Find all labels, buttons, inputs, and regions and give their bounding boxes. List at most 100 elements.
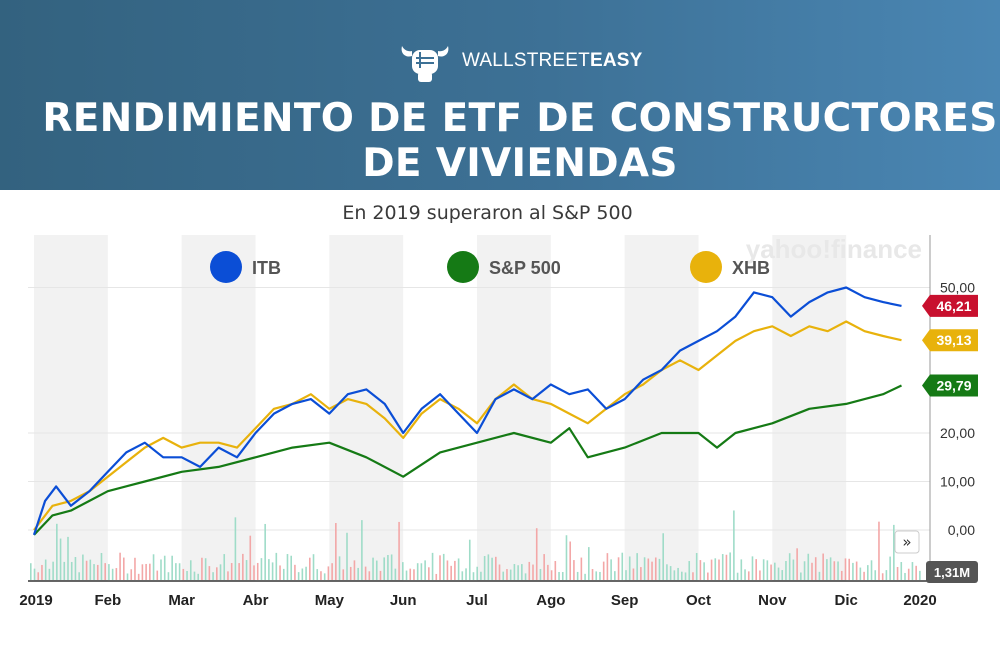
volume-bar bbox=[353, 560, 356, 580]
volume-bar bbox=[305, 566, 307, 580]
volume-bar bbox=[729, 552, 731, 580]
volume-bar bbox=[573, 560, 575, 580]
legend-swatch bbox=[447, 251, 479, 283]
x-tick-label: Jul bbox=[466, 592, 488, 609]
volume-bar bbox=[543, 554, 545, 580]
legend-label: S&P 500 bbox=[489, 258, 561, 278]
volume-bar bbox=[454, 560, 456, 580]
volume-bar bbox=[535, 528, 538, 580]
brand-name-bold: EASY bbox=[590, 50, 643, 71]
volume-bar bbox=[446, 560, 449, 580]
volume-bar bbox=[867, 565, 869, 580]
scroll-forward-button[interactable]: » bbox=[894, 530, 920, 554]
y-tick-label: 20,00 bbox=[940, 425, 975, 441]
volume-bar bbox=[870, 560, 873, 580]
volume-bar bbox=[457, 558, 460, 580]
volume-bar bbox=[688, 561, 691, 580]
volume-bar bbox=[803, 561, 806, 580]
volume-bar bbox=[751, 556, 754, 580]
volume-bar bbox=[658, 558, 661, 580]
volume-bar bbox=[595, 571, 598, 580]
month-band bbox=[34, 235, 108, 581]
volume-bar bbox=[651, 561, 653, 580]
volume-bar bbox=[491, 557, 493, 580]
volume-bar bbox=[70, 561, 73, 580]
brand-name-light: WALLSTREET bbox=[462, 50, 590, 71]
volume-bar bbox=[498, 564, 501, 580]
volume-bar bbox=[714, 558, 717, 580]
volume-bar bbox=[695, 553, 698, 580]
series-lines bbox=[32, 286, 902, 536]
last-value-badge: 29,79 bbox=[922, 374, 978, 397]
volume-bar bbox=[747, 571, 750, 580]
volume-bar bbox=[476, 566, 478, 580]
volume-bar bbox=[777, 567, 780, 580]
last-value-tag bbox=[922, 329, 978, 352]
legend-swatch bbox=[690, 251, 722, 283]
volume-bar bbox=[558, 571, 560, 580]
volume-bar bbox=[175, 563, 177, 580]
last-value-tag bbox=[922, 374, 978, 397]
volume-bar bbox=[96, 564, 99, 580]
month-band bbox=[181, 235, 256, 581]
volume-bar bbox=[725, 554, 728, 580]
volume-bar bbox=[186, 570, 188, 580]
series-line-xhb bbox=[33, 320, 902, 531]
volume-bar bbox=[171, 555, 173, 580]
volume-bar bbox=[465, 568, 467, 580]
volume-bar bbox=[911, 562, 914, 580]
volume-bar bbox=[822, 553, 824, 580]
x-tick-label: 2020 bbox=[903, 592, 936, 609]
volume-bar bbox=[409, 568, 412, 580]
volume-bar bbox=[677, 567, 679, 580]
volume-bar bbox=[100, 552, 103, 580]
volume-bar bbox=[576, 571, 579, 580]
volume-bar bbox=[602, 561, 605, 580]
volume-bar bbox=[588, 547, 590, 580]
volume-bar bbox=[104, 563, 106, 580]
volume-bar bbox=[282, 568, 285, 580]
bull-fist-icon bbox=[401, 46, 449, 82]
volume-bar bbox=[275, 552, 278, 580]
volume-bar bbox=[591, 569, 594, 580]
last-value-badge: 46,21 bbox=[922, 294, 978, 317]
volume-bar bbox=[424, 560, 426, 580]
volume-bar bbox=[368, 571, 371, 580]
volume-bar bbox=[617, 557, 620, 580]
last-value-tag bbox=[922, 294, 978, 317]
volume-bar bbox=[312, 554, 315, 580]
volume-bar bbox=[115, 568, 118, 580]
volume-bar bbox=[792, 559, 795, 580]
volume-bar bbox=[89, 559, 92, 580]
volume-bar bbox=[833, 561, 836, 580]
volume-bar bbox=[524, 573, 527, 580]
volume-bar bbox=[323, 573, 326, 580]
volume-bar bbox=[37, 572, 40, 580]
volume-bar bbox=[852, 562, 854, 580]
yahoo-finance-watermark: yahoo!finance bbox=[746, 234, 922, 264]
volume-bar bbox=[428, 567, 430, 580]
series-line-itb bbox=[32, 286, 902, 536]
volume-bar bbox=[160, 559, 162, 580]
volume-bar bbox=[253, 565, 255, 580]
title-line-1: RENDIMIENTO DE ETF DE CONSTRUCTORES bbox=[42, 96, 998, 141]
volume-bar bbox=[550, 570, 553, 580]
volume-bar bbox=[606, 553, 609, 580]
volume-bar bbox=[93, 564, 95, 580]
volume-bar bbox=[230, 563, 233, 580]
volume-bar bbox=[826, 559, 828, 580]
header-banner: WALLSTREETEASY RENDIMIENTO DE ETF DE CON… bbox=[0, 0, 1000, 190]
volume-bar bbox=[480, 571, 482, 580]
x-axis-ticks: 2019 Feb Mar Abr May Jun Jul Ago Sep Oct Nov Dic 202… bbox=[19, 592, 936, 609]
volume-bar bbox=[405, 570, 408, 580]
volume-bar bbox=[766, 560, 769, 580]
volume-bar bbox=[521, 564, 523, 580]
volume-bar bbox=[189, 560, 192, 580]
volume-bar bbox=[673, 570, 676, 580]
volume-bar bbox=[82, 554, 84, 580]
volume-bar bbox=[152, 554, 155, 580]
volume-bar bbox=[130, 569, 133, 580]
volume-bar bbox=[889, 556, 891, 580]
volume-bar bbox=[361, 520, 363, 580]
volume-bar bbox=[208, 566, 211, 580]
